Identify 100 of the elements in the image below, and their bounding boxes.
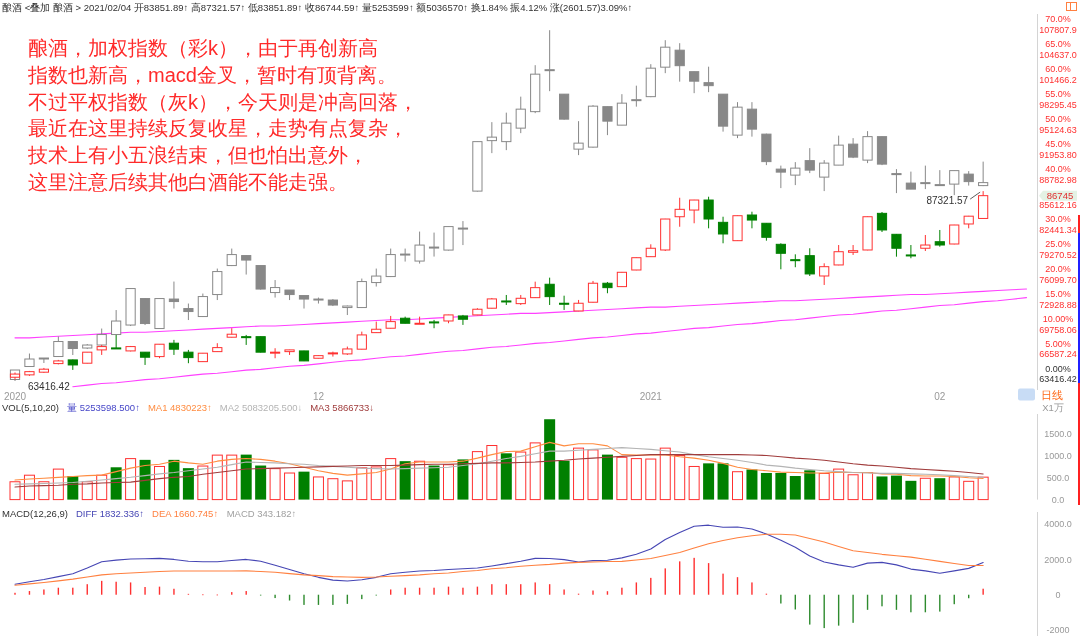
bar bbox=[963, 480, 975, 501]
bar bbox=[125, 458, 137, 501]
candlestick bbox=[212, 268, 223, 301]
line-series bbox=[14, 441, 984, 481]
candlestick bbox=[746, 101, 758, 138]
bar bbox=[529, 442, 541, 501]
candlestick bbox=[949, 170, 960, 196]
bar bbox=[399, 461, 411, 500]
bar bbox=[471, 451, 483, 501]
candlestick bbox=[703, 66, 714, 93]
y-tick-label: 107807.9 bbox=[1039, 24, 1077, 35]
x-tick-label: 12 bbox=[312, 390, 325, 402]
y-tick-label: 1500.0 bbox=[1044, 429, 1072, 440]
text: 量 5253598.500↑ bbox=[67, 402, 140, 413]
annotation: MACD 343.182↑ bbox=[226, 508, 297, 519]
candlestick bbox=[804, 247, 815, 277]
y-tick-label: 4000.0 bbox=[1044, 519, 1072, 530]
x-tick-label: 02 bbox=[934, 390, 946, 402]
bar bbox=[197, 465, 209, 501]
candlestick bbox=[689, 71, 700, 94]
candlestick bbox=[746, 211, 758, 229]
text: DEA 1660.745↑ bbox=[152, 508, 219, 519]
x-tick-label: 2021 bbox=[639, 390, 663, 402]
text: MA3 5866733↓ bbox=[310, 402, 375, 413]
y-axis-title: X1万 bbox=[1042, 402, 1064, 413]
y2-tick-label: 25.0% bbox=[1045, 238, 1071, 249]
candlestick bbox=[428, 232, 440, 258]
candlestick bbox=[920, 165, 931, 190]
candlestick bbox=[428, 319, 440, 329]
annotation: 技术上有小五浪结束，但也怕出意外， bbox=[27, 144, 368, 167]
y2-tick-label: 0.00% bbox=[1045, 363, 1071, 374]
annotation: 不过平权指数（灰k），今天则是冲高回落， bbox=[28, 90, 418, 113]
candlestick bbox=[978, 190, 989, 219]
bar bbox=[862, 472, 874, 501]
bar bbox=[630, 458, 642, 501]
candlestick bbox=[689, 199, 700, 224]
bar bbox=[443, 464, 454, 501]
bar bbox=[818, 472, 830, 501]
candlestick bbox=[790, 161, 801, 186]
line-series bbox=[72, 297, 1028, 388]
candlestick bbox=[270, 347, 281, 359]
candlestick bbox=[819, 262, 830, 286]
bar bbox=[558, 460, 570, 500]
y-tick-label: 104637.0 bbox=[1039, 49, 1077, 60]
bar bbox=[919, 477, 931, 501]
chart-title: VOL(5,10,20) bbox=[2, 402, 60, 413]
candlestick bbox=[515, 96, 526, 134]
bar bbox=[616, 456, 628, 501]
candlestick bbox=[241, 255, 252, 276]
bar bbox=[688, 465, 700, 501]
candlestick bbox=[674, 197, 685, 228]
y-tick-label: 85612.16 bbox=[1039, 199, 1077, 210]
candlestick bbox=[168, 339, 180, 356]
candlestick bbox=[38, 357, 49, 364]
annotation: 最近在这里持续反复收星，走势有点复杂， bbox=[28, 117, 408, 140]
text: MA1 4830223↑ bbox=[147, 402, 212, 413]
annotation: 指数也新高，macd金叉，暂时有顶背离。 bbox=[27, 63, 397, 86]
candlestick bbox=[631, 85, 642, 108]
bar bbox=[356, 467, 368, 501]
bar bbox=[486, 445, 498, 501]
candlestick bbox=[775, 165, 786, 189]
y-tick-label: 69758.06 bbox=[1039, 324, 1077, 335]
y-tick-label: 98295.45 bbox=[1039, 99, 1077, 110]
candlestick bbox=[544, 277, 555, 306]
candlestick bbox=[559, 295, 570, 311]
y2-tick-label: 45.0% bbox=[1045, 138, 1071, 149]
candlestick bbox=[139, 351, 151, 366]
bar bbox=[847, 474, 859, 501]
x-tick-label: 2020 bbox=[3, 390, 27, 402]
y-tick-label: 82441.34 bbox=[1039, 224, 1077, 235]
y-tick-label: 0.0 bbox=[1051, 494, 1065, 505]
y2-tick-label: 10.00% bbox=[1042, 313, 1074, 324]
y-tick-label: 76099.70 bbox=[1039, 274, 1077, 285]
candlestick bbox=[486, 121, 497, 154]
bar bbox=[9, 481, 21, 501]
bar bbox=[645, 458, 657, 501]
bar bbox=[341, 480, 353, 501]
bar bbox=[977, 476, 989, 501]
candlestick bbox=[717, 216, 729, 244]
candlestick bbox=[457, 314, 469, 326]
candlestick bbox=[891, 168, 902, 194]
candlestick bbox=[616, 93, 627, 126]
y-tick-label: 79270.52 bbox=[1039, 249, 1077, 260]
y2-tick-label: 65.0% bbox=[1045, 38, 1071, 49]
bar bbox=[890, 475, 902, 500]
candlestick bbox=[573, 120, 584, 156]
bar bbox=[876, 476, 888, 500]
text: 86745 bbox=[1046, 190, 1074, 202]
candlestick bbox=[501, 112, 512, 151]
annotation: 酿酒，加权指数（彩k），由于再创新高 bbox=[28, 37, 378, 59]
candlestick bbox=[819, 159, 830, 192]
y-tick-label: 88782.98 bbox=[1039, 174, 1077, 185]
bar bbox=[255, 465, 267, 500]
bar bbox=[833, 468, 845, 501]
bar bbox=[948, 476, 960, 501]
candlestick bbox=[587, 280, 599, 303]
bar bbox=[385, 458, 397, 501]
candlestick bbox=[674, 42, 685, 83]
y2-tick-label: 70.0% bbox=[1045, 13, 1071, 24]
text: DIFF 1832.336↑ bbox=[75, 508, 145, 519]
